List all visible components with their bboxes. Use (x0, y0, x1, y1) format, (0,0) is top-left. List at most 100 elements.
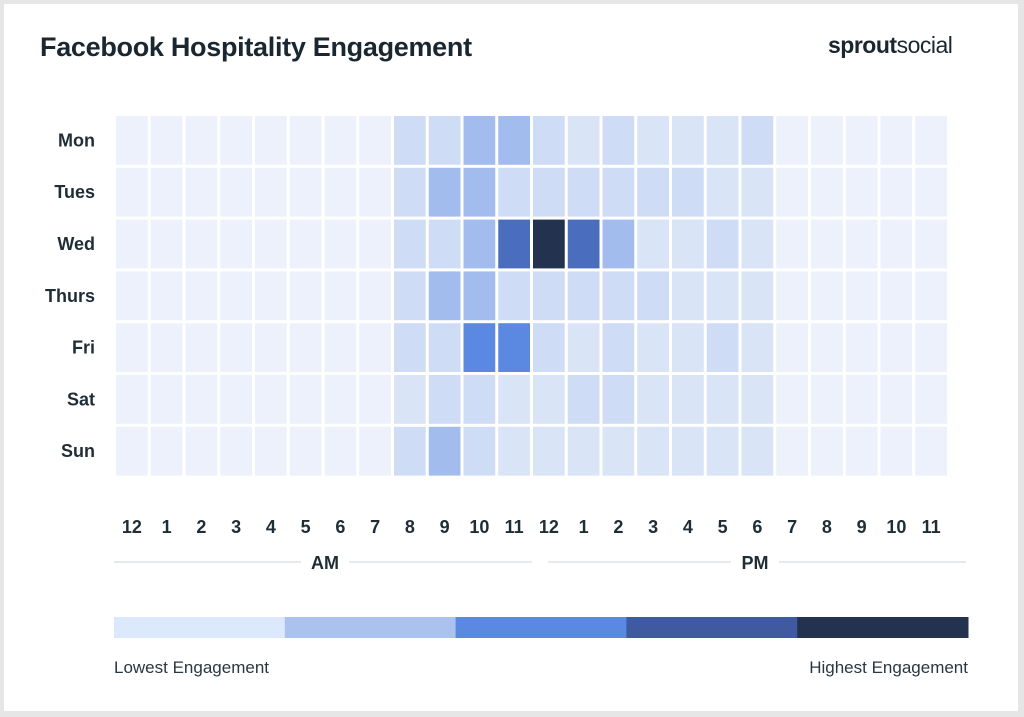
heatmap-cell (741, 426, 774, 476)
heatmap-cell (845, 167, 878, 217)
row-label: Thurs (45, 286, 95, 306)
heatmap-cell (880, 426, 913, 476)
heatmap-cell (672, 271, 704, 321)
column-label: 6 (752, 517, 762, 537)
heatmap-cell (394, 323, 426, 372)
heatmap-cell (255, 426, 287, 476)
heatmap-cell (185, 375, 218, 424)
heatmap-cell (706, 219, 739, 269)
heatmap-cell (359, 167, 391, 217)
heatmap-cell (185, 426, 218, 476)
heatmap-cell (116, 167, 148, 217)
heatmap-cell (289, 116, 322, 165)
heatmap-cell (811, 426, 843, 476)
column-label: 2 (613, 517, 623, 537)
row-label: Mon (58, 130, 95, 150)
heatmap-cell (359, 219, 391, 269)
legend-swatch (455, 617, 627, 638)
column-label: 7 (370, 517, 380, 537)
heatmap-cell (880, 167, 913, 217)
heatmap-cell (359, 375, 391, 424)
column-label: 4 (683, 517, 693, 537)
heatmap-cell (220, 323, 252, 372)
column-label: 8 (405, 517, 415, 537)
heatmap-cell (463, 426, 496, 476)
heatmap-cell (915, 116, 947, 165)
heatmap-cell (116, 375, 148, 424)
heatmap-cell (220, 116, 252, 165)
heatmap-cell (498, 426, 530, 476)
column-label: 9 (440, 517, 450, 537)
legend-swatch (284, 617, 457, 638)
heatmap-cell (255, 323, 287, 372)
heatmap-cell (150, 167, 183, 217)
heatmap-cell (324, 375, 357, 424)
heatmap-cell (602, 426, 635, 476)
heatmap-cell (533, 167, 565, 217)
period-label-bg (301, 550, 349, 574)
heatmap-cell (533, 323, 565, 372)
heatmap-cell (463, 375, 496, 424)
heatmap-cell (880, 375, 913, 424)
brand-logo: sproutsocial (828, 32, 953, 58)
heatmap-cell (811, 271, 843, 321)
row-label: Sat (67, 389, 95, 409)
heatmap-cell (637, 167, 669, 217)
heatmap-cell (255, 219, 287, 269)
column-label: 8 (822, 517, 832, 537)
heatmap-cell (324, 219, 357, 269)
heatmap-cell (289, 167, 322, 217)
heatmap-cell (880, 219, 913, 269)
heatmap-cell (602, 271, 635, 321)
heatmap-cell (394, 116, 426, 165)
column-label: 3 (648, 517, 658, 537)
column-label: 12 (539, 517, 559, 537)
legend-low-label: Lowest Engagement (114, 658, 269, 677)
heatmap-cell (776, 167, 808, 217)
heatmap-cell (602, 116, 635, 165)
legend-swatch (626, 617, 798, 638)
heatmap-cell (706, 167, 739, 217)
heatmap-cell (463, 219, 496, 269)
column-label: 1 (579, 517, 589, 537)
heatmap-cell (915, 323, 947, 372)
heatmap-cell (220, 426, 252, 476)
heatmap-cell (637, 426, 669, 476)
column-label: 5 (301, 517, 311, 537)
heatmap-cell (185, 219, 218, 269)
heatmap-cell (776, 426, 808, 476)
heatmap-cell (394, 167, 426, 217)
heatmap-cell (324, 271, 357, 321)
heatmap-cell (706, 271, 739, 321)
heatmap-cell (533, 375, 565, 424)
heatmap-cell (567, 426, 600, 476)
heatmap-cell (637, 323, 669, 372)
heatmap-cell (776, 375, 808, 424)
heatmap-cell (116, 271, 148, 321)
heatmap-cell (185, 271, 218, 321)
heatmap-cell (845, 426, 878, 476)
heatmap-cell (776, 271, 808, 321)
column-label: 6 (335, 517, 345, 537)
heatmap-cell (567, 271, 600, 321)
heatmap-cell (567, 219, 600, 269)
column-label: 2 (196, 517, 206, 537)
heatmap-cell (915, 271, 947, 321)
heatmap-cell (845, 375, 878, 424)
heatmap-cell (567, 323, 600, 372)
column-label: 11 (922, 517, 941, 537)
heatmap-cell (741, 271, 774, 321)
column-label: 4 (266, 517, 276, 537)
heatmap-cell (220, 271, 252, 321)
heatmap-cell (811, 167, 843, 217)
heatmap-cell (289, 323, 322, 372)
heatmap-cell (637, 271, 669, 321)
heatmap-cell (289, 271, 322, 321)
row-label: Tues (54, 182, 95, 202)
heatmap-cell (150, 426, 183, 476)
heatmap-cell (116, 426, 148, 476)
heatmap-cell (324, 167, 357, 217)
heatmap-cell (428, 167, 461, 217)
legend-high-label: Highest Engagement (809, 658, 968, 677)
